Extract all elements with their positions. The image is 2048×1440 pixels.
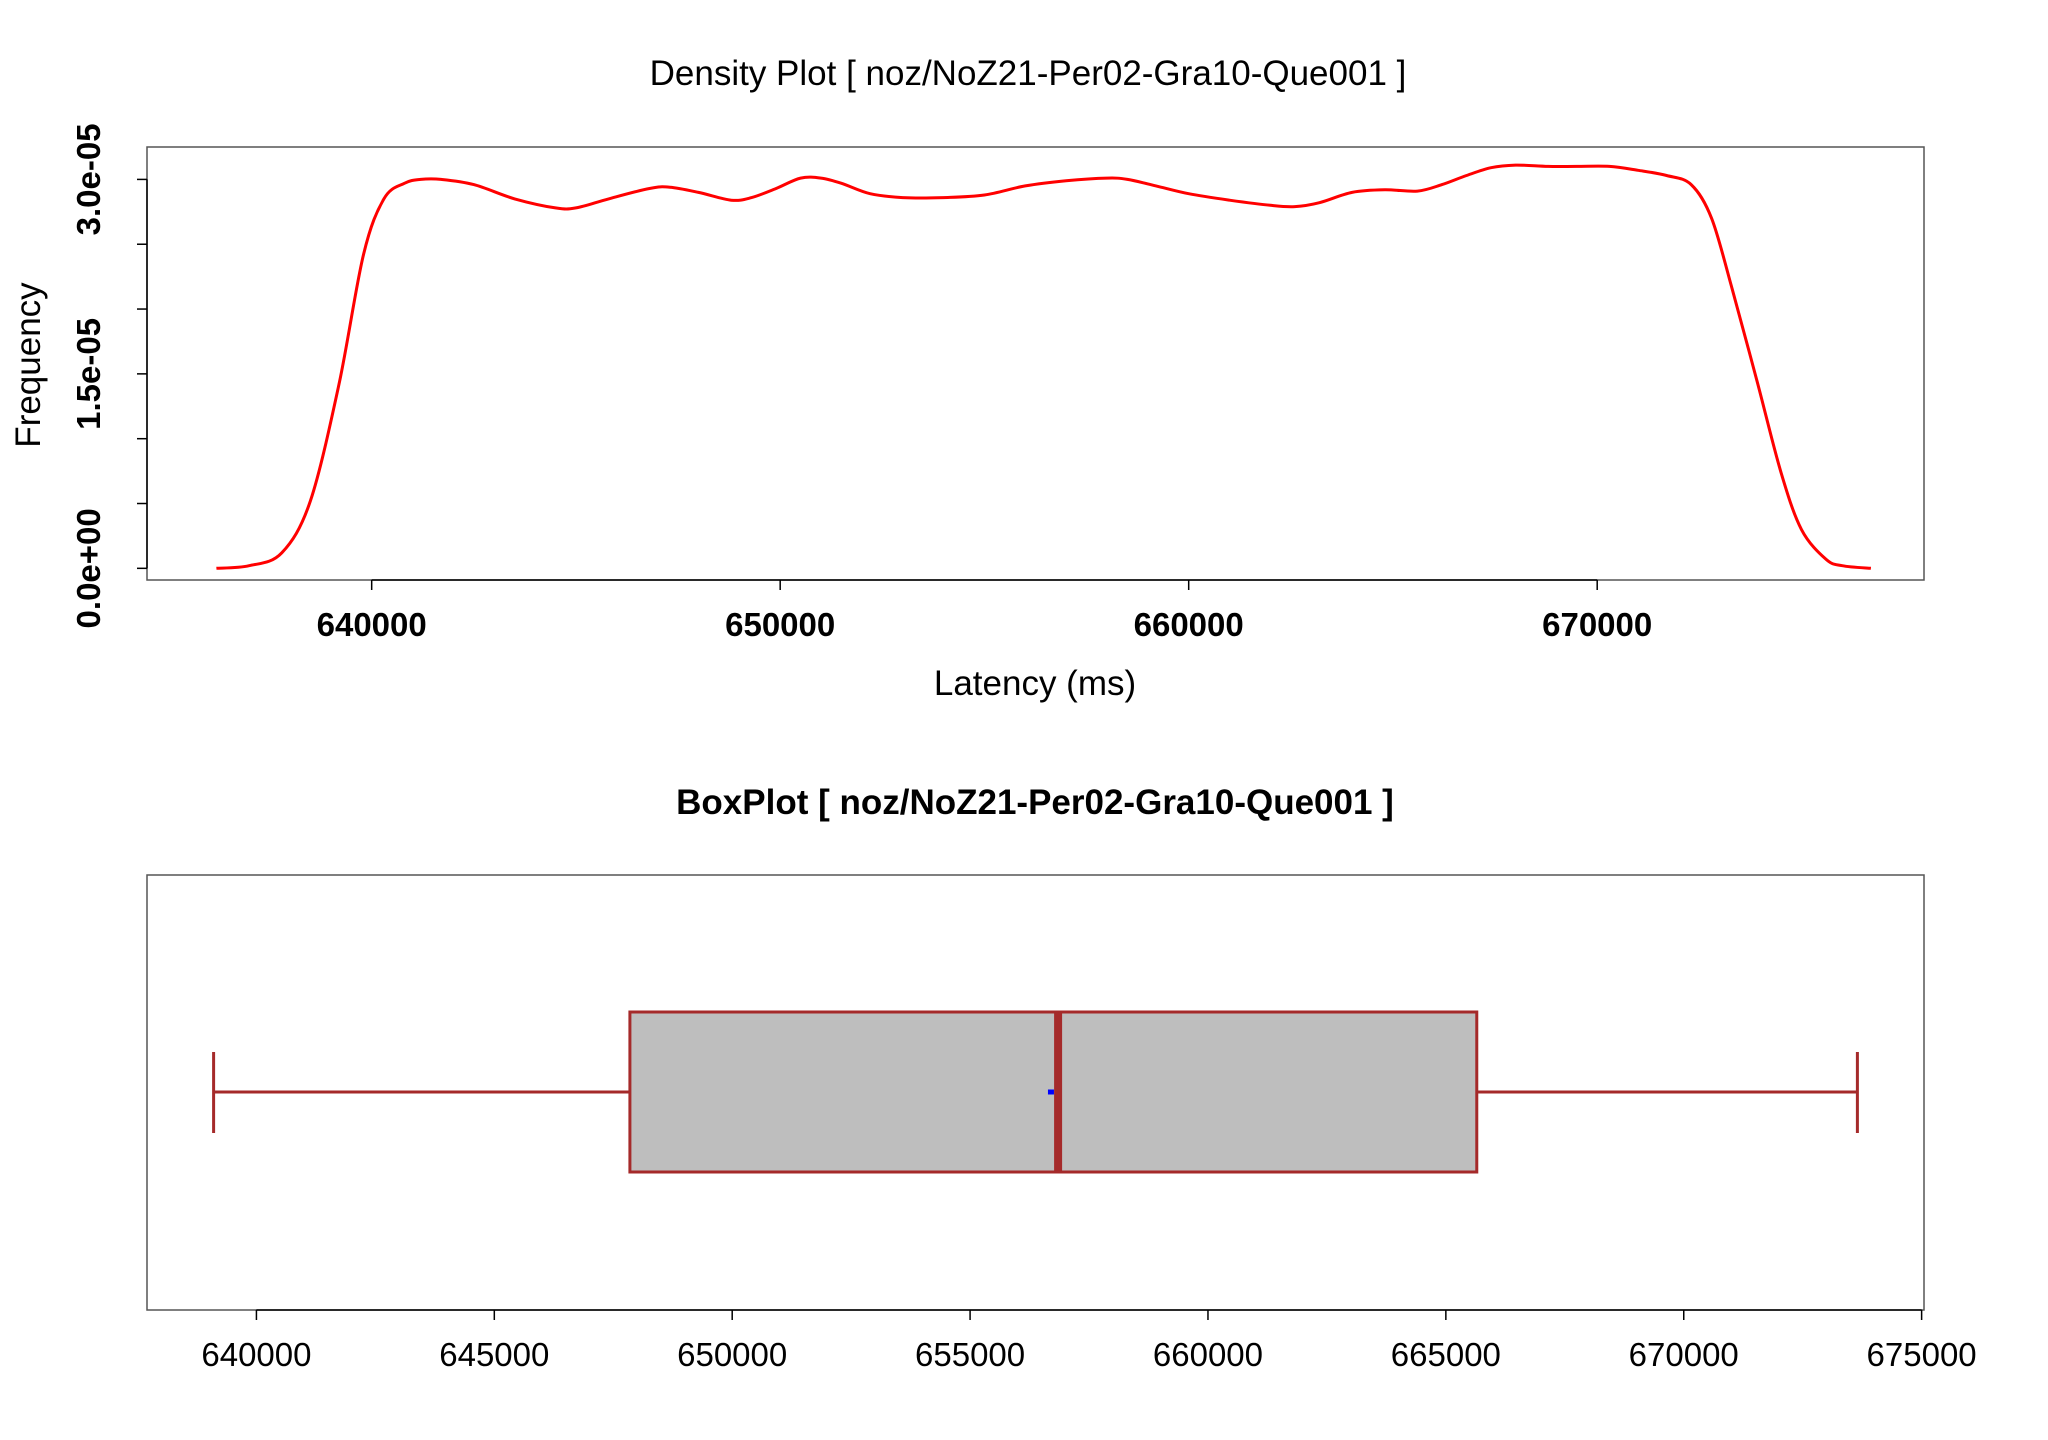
density-x-axis: 640000 650000 660000 670000 bbox=[317, 579, 1652, 643]
boxplot-x-tick-label: 670000 bbox=[1629, 1336, 1739, 1373]
density-plot-frame bbox=[146, 146, 1925, 581]
mean-marker bbox=[1047, 1089, 1054, 1095]
density-curve bbox=[216, 163, 1872, 570]
density-x-tick-label: 650000 bbox=[725, 606, 835, 643]
density-x-axis-label: Latency (ms) bbox=[934, 664, 1136, 703]
boxplot-x-tick-label: 650000 bbox=[677, 1336, 787, 1373]
density-x-tick-label: 640000 bbox=[317, 606, 427, 643]
boxplot-x-tick-label: 675000 bbox=[1867, 1336, 1977, 1373]
boxplot bbox=[212, 1010, 1859, 1174]
boxplot-x-tick-label: 655000 bbox=[915, 1336, 1025, 1373]
density-y-tick-label: 3.0e-05 bbox=[70, 123, 107, 235]
density-y-tick-label: 0.0e+00 bbox=[70, 508, 107, 628]
boxplot-title: BoxPlot [ noz/NoZ21-Per02-Gra10-Que001 ] bbox=[676, 783, 1394, 822]
density-x-tick-label: 670000 bbox=[1542, 606, 1652, 643]
boxplot-x-tick-label: 640000 bbox=[201, 1336, 311, 1373]
density-x-tick-label: 660000 bbox=[1134, 606, 1244, 643]
density-y-axis-label: Frequency bbox=[9, 282, 48, 448]
boxplot-x-tick-label: 660000 bbox=[1153, 1336, 1263, 1373]
boxplot-x-tick-label: 645000 bbox=[439, 1336, 549, 1373]
boxplot-x-axis: 640000 645000 650000 655000 660000 665000 6700… bbox=[201, 1309, 1977, 1373]
density-plot-title: Density Plot [ noz/NoZ21-Per02-Gra10-Que… bbox=[650, 54, 1407, 93]
density-y-axis: 0.0e+00 1.5e-05 3.0e-05 bbox=[70, 123, 148, 628]
boxplot-x-tick-label: 665000 bbox=[1391, 1336, 1501, 1373]
density-y-tick-label: 1.5e-05 bbox=[70, 318, 107, 430]
